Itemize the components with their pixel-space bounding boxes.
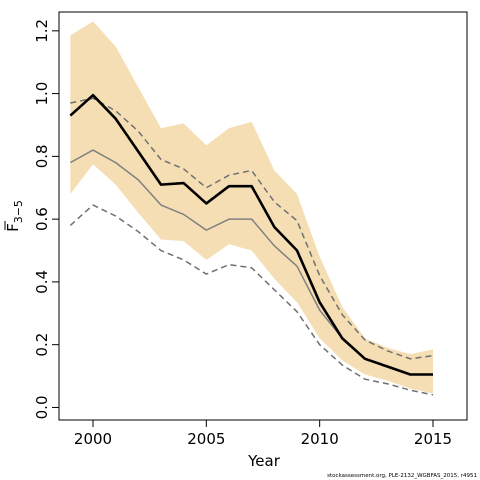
confidence-band-layer [70, 21, 433, 394]
x-tick-label: 2010 [301, 430, 339, 448]
x-tick-label: 2015 [414, 430, 452, 448]
y-axis-title-subscript: 3−5 [12, 200, 25, 223]
source-caption: stockassessment.org, PLE-2132_WGBFAS_201… [327, 473, 477, 479]
y-axis-title: F3−5 [4, 200, 25, 232]
y-tick-label: 0.2 [33, 333, 51, 357]
confidence-band [70, 21, 433, 394]
x-tick-label: 2000 [74, 430, 112, 448]
series-line-estimate [69, 93, 433, 376]
x-axis-title: Year [247, 452, 281, 470]
y-tick-label: 0.0 [33, 396, 51, 420]
series-line-lower [69, 204, 434, 396]
y-tick-label: 1.0 [33, 82, 51, 106]
svg-text:F3−5: F3−5 [4, 200, 25, 232]
y-axis-title-main: F [4, 223, 22, 232]
y-tick-label: 0.4 [33, 270, 51, 294]
plot-frame [58, 11, 468, 421]
y-tick-label: 0.6 [33, 207, 51, 231]
series-layer [69, 93, 434, 396]
series-line-upper [70, 97, 434, 360]
x-axis: 2000 2005 2010 2015 [74, 420, 452, 448]
x-tick-label: 2005 [187, 430, 225, 448]
y-axis: 0.0 0.2 0.4 0.6 0.8 1.0 1.2 [33, 19, 59, 419]
y-tick-label: 0.8 [33, 144, 51, 168]
y-tick-label: 1.2 [33, 19, 51, 43]
